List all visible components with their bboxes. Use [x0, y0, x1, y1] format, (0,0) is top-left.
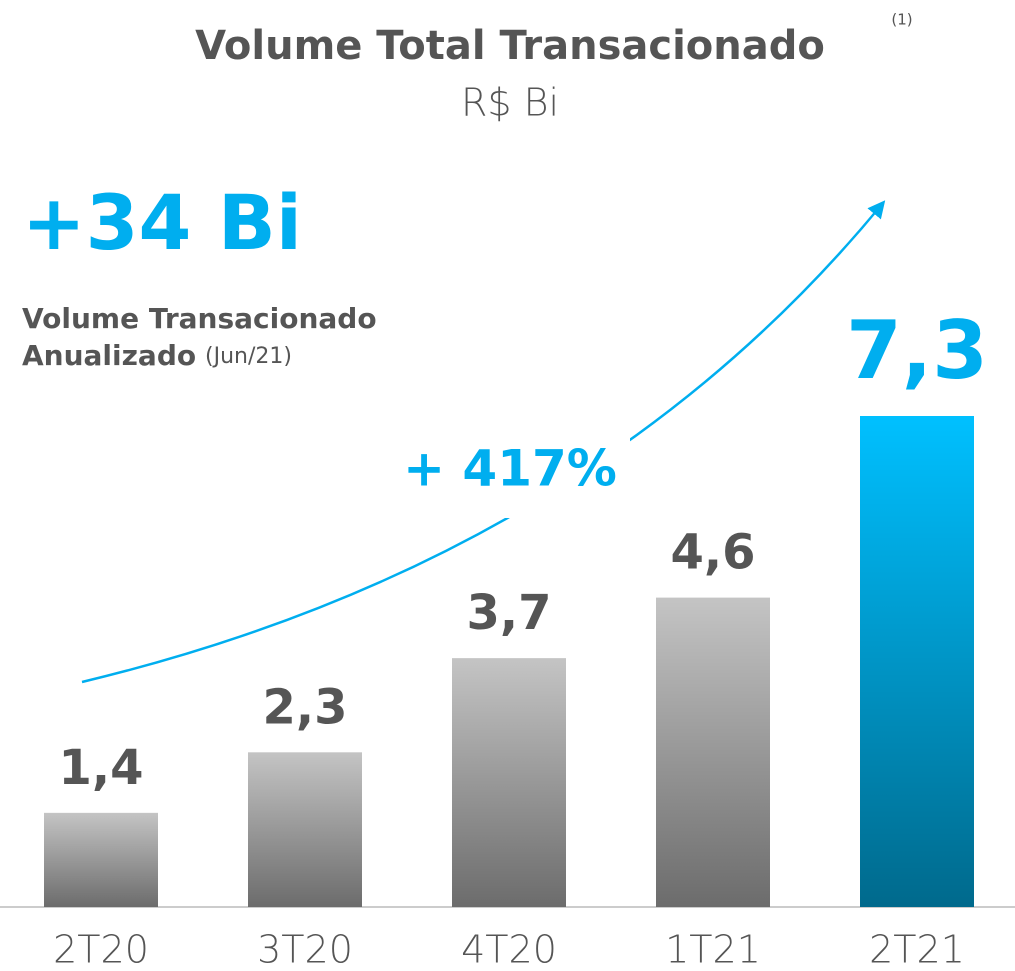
x-tick-label: 1T21	[665, 928, 761, 971]
bar-shade	[452, 658, 566, 907]
value-label: 4,6	[670, 525, 755, 581]
headline-line: Anualizado	[22, 339, 196, 372]
headline-line: Volume Transacionado	[22, 302, 377, 335]
headline-note: (Jun/21)	[205, 344, 292, 369]
value-label: 2,3	[262, 679, 347, 735]
label-backdrop	[390, 428, 630, 518]
value-label: 7,3	[846, 304, 988, 397]
x-tick-label: 4T20	[461, 928, 557, 971]
bar-shade	[44, 812, 158, 907]
bar-shade	[656, 597, 770, 907]
value-label: 3,7	[466, 585, 551, 641]
headline-line: Anualizado (Jun/21)	[22, 339, 292, 372]
x-tick-label: 3T20	[257, 928, 353, 971]
growth-label: + 417%	[403, 440, 617, 498]
x-tick-label: 2T21	[869, 928, 965, 971]
headline: +34 Bi	[22, 178, 302, 267]
bar-shade	[860, 416, 974, 907]
chart-title: Volume Total Transacionado	[195, 23, 825, 69]
x-tick-label: 2T20	[53, 928, 149, 971]
bar-shade	[248, 752, 362, 907]
title-note: (1)	[891, 11, 912, 29]
chart-subtitle: R$ Bi	[461, 81, 559, 125]
value-label: 1,4	[58, 740, 143, 796]
